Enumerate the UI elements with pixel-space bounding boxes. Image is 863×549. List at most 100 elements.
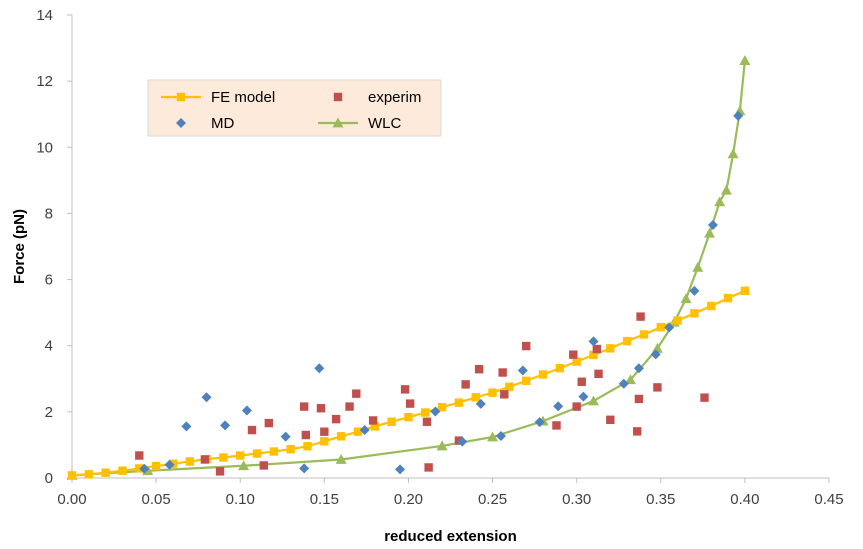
data-point-wlc	[720, 184, 732, 195]
data-point-experim	[400, 385, 410, 394]
x-tick-label: 0.40	[730, 491, 759, 508]
data-point-md	[475, 398, 486, 409]
data-point-fe-model	[454, 398, 464, 407]
data-point-wlc	[436, 440, 448, 451]
data-point-experim	[215, 467, 225, 476]
data-point-experim	[552, 421, 561, 430]
data-point-experim	[592, 344, 602, 354]
data-point-experim	[316, 404, 326, 413]
data-point-md	[241, 405, 252, 416]
data-point-fe-model	[336, 432, 346, 441]
data-point-fe-model	[320, 437, 329, 446]
data-point-experim	[405, 399, 415, 408]
data-point-wlc	[238, 460, 250, 471]
data-point-fe-model	[269, 447, 279, 456]
data-point-experim	[700, 393, 709, 402]
legend: FE model experim MD WLC	[147, 79, 442, 137]
data-point-experim	[594, 369, 603, 379]
legend-box	[147, 79, 442, 137]
x-axis-title: reduced extension	[384, 528, 517, 545]
data-point-fe-model	[606, 344, 615, 353]
data-point-fe-model	[639, 330, 649, 339]
data-point-fe-model	[353, 427, 363, 436]
data-point-experim	[633, 427, 642, 436]
legend-entry-md: MD	[176, 115, 234, 132]
legend-marker-fe-model	[176, 92, 186, 102]
data-point-md	[495, 430, 506, 441]
data-point-md	[578, 391, 589, 402]
data-point-experim	[299, 402, 309, 411]
data-point-fe-model	[707, 301, 716, 311]
data-point-wlc	[704, 227, 716, 238]
data-point-experim	[331, 414, 341, 424]
data-point-md	[618, 378, 629, 389]
x-tick-label: 0.10	[226, 491, 255, 508]
y-tick-label: 0	[45, 470, 53, 487]
data-point-md	[181, 421, 192, 432]
series-wlc	[66, 55, 751, 480]
data-point-experim	[577, 377, 586, 386]
data-point-md	[517, 365, 528, 376]
data-point-md	[733, 110, 744, 121]
x-tick-label: 0.35	[646, 491, 675, 508]
legend-entry-experim: experim	[333, 89, 421, 106]
data-point-wlc	[692, 261, 704, 272]
x-tick-label: 0.25	[478, 491, 507, 508]
x-tick-label: 0.30	[562, 491, 591, 508]
y-axis-title: Force (pN)	[11, 209, 28, 284]
data-point-experim	[259, 461, 268, 470]
x-tick-label: 0.05	[142, 491, 171, 508]
data-point-md	[220, 420, 231, 431]
legend-label-experim: experim	[368, 89, 421, 106]
data-point-md	[534, 417, 545, 428]
data-point-fe-model	[404, 412, 413, 422]
data-point-fe-model	[589, 350, 598, 360]
data-point-md	[633, 363, 644, 374]
data-point-wlc	[714, 196, 726, 207]
y-tick-label: 12	[36, 73, 53, 90]
data-point-experim	[636, 312, 645, 321]
data-point-fe-model	[656, 322, 665, 332]
data-point-fe-model	[740, 286, 750, 296]
data-point-experim	[653, 383, 662, 392]
data-point-experim	[352, 389, 361, 398]
data-point-experim	[634, 394, 644, 404]
y-tick-label: 14	[36, 7, 53, 24]
data-point-fe-model	[236, 451, 245, 460]
data-point-experim	[569, 350, 578, 359]
data-point-fe-model	[421, 408, 430, 417]
data-point-md	[457, 436, 468, 447]
data-point-fe-model	[572, 357, 581, 366]
data-point-wlc	[487, 431, 499, 442]
data-point-fe-model	[151, 461, 161, 471]
data-point-wlc	[680, 293, 692, 304]
data-point-experim	[606, 415, 615, 424]
data-point-fe-model	[488, 388, 497, 397]
data-point-fe-model	[303, 442, 312, 451]
data-point-fe-model	[690, 309, 699, 318]
data-point-fe-model	[522, 376, 531, 385]
data-point-experim	[500, 390, 509, 399]
x-tick-label: 0.00	[57, 491, 86, 508]
data-point-fe-model	[370, 422, 379, 431]
data-point-md	[201, 392, 212, 403]
data-point-experim	[135, 451, 144, 460]
data-point-experim	[422, 417, 432, 426]
legend-marker-md	[176, 118, 186, 128]
series-md	[139, 110, 744, 475]
data-point-fe-model	[673, 316, 682, 325]
data-point-experim	[247, 425, 257, 435]
data-point-fe-model	[67, 471, 77, 480]
legend-marker-experim	[333, 92, 343, 102]
data-point-md	[689, 285, 700, 296]
data-point-md	[164, 459, 175, 470]
data-point-experim	[345, 402, 354, 411]
data-point-experim	[424, 463, 433, 472]
data-point-md	[588, 336, 599, 347]
data-point-experim	[320, 427, 329, 436]
data-point-experim	[368, 416, 378, 425]
data-point-wlc	[335, 453, 347, 464]
data-point-fe-model	[538, 370, 548, 379]
data-point-experim	[200, 455, 210, 464]
